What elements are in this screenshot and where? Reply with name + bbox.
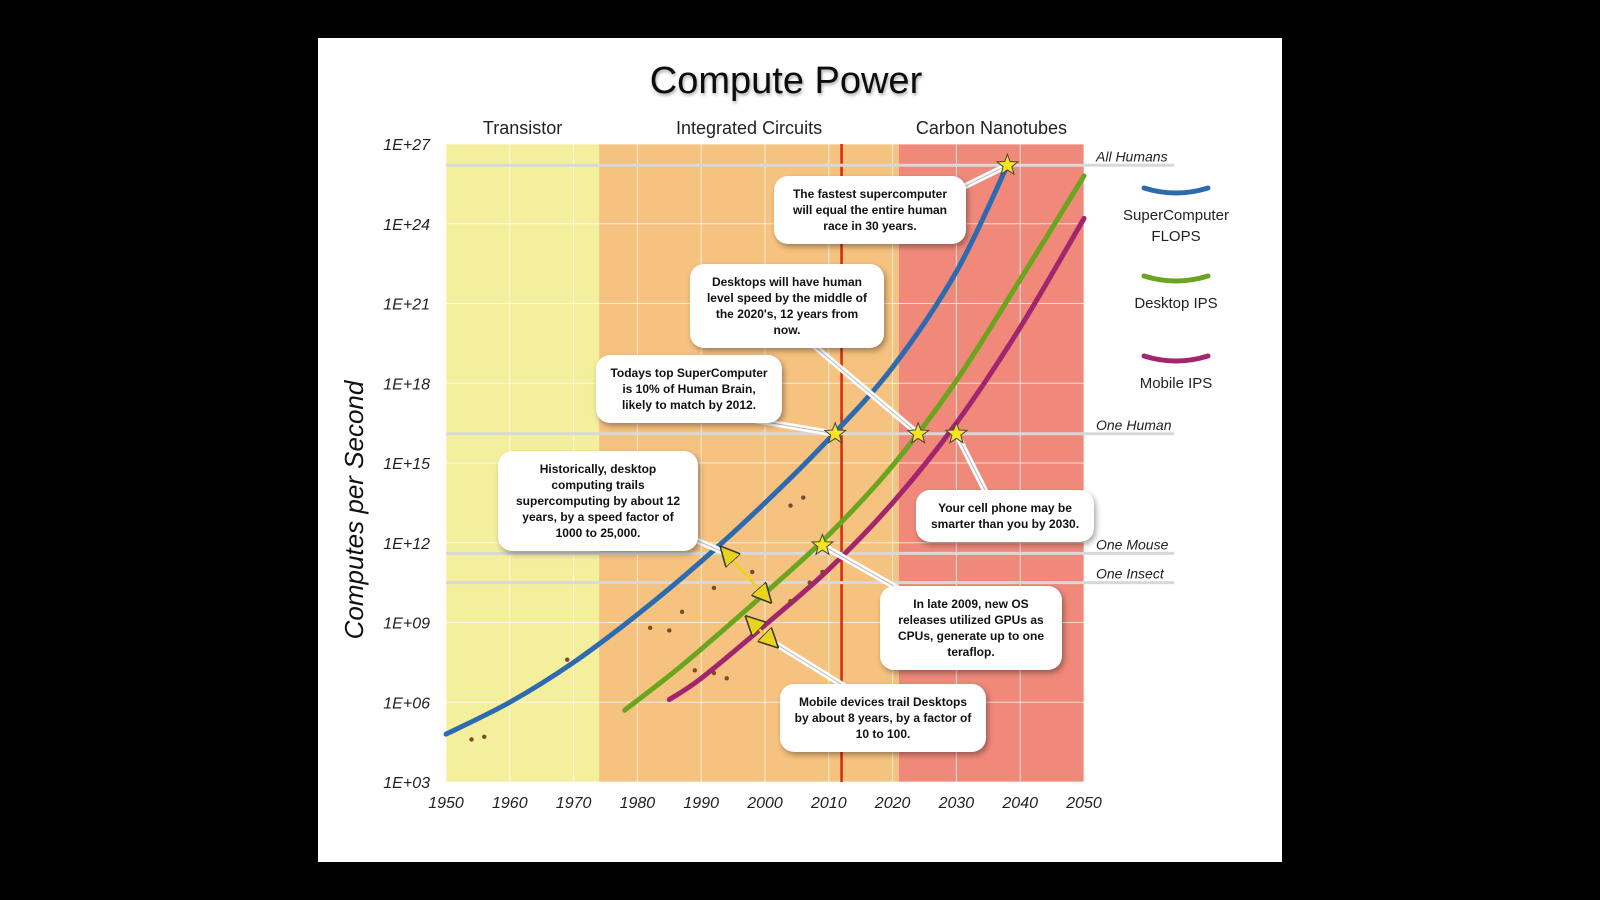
legend-swatch-1	[1141, 273, 1211, 284]
y-tick-label: 1E+03	[383, 775, 430, 792]
data-point-14	[807, 580, 812, 585]
data-point-7	[788, 503, 793, 508]
ref-label-all-humans: All Humans	[1095, 148, 1168, 164]
ref-label-one-insect: One Insect	[1096, 566, 1165, 582]
y-tick-label: 1E+27	[383, 137, 431, 154]
series-line-supercomputer-flops	[443, 162, 1010, 737]
milestone-star-icon	[823, 421, 847, 444]
data-point-12	[724, 676, 729, 681]
data-point-9	[647, 625, 653, 631]
callout-cellphone: Your cell phone may be smarter than you …	[916, 490, 1094, 542]
series-line-mobile-ips	[666, 215, 1087, 703]
era-label-0: Transistor	[483, 118, 562, 138]
y-tick-label: 1E+06	[383, 695, 430, 712]
data-point-11	[711, 670, 717, 676]
ref-label-one-human: One Human	[1096, 417, 1172, 433]
legend-swatch-2	[1141, 353, 1211, 364]
data-point-1	[482, 734, 487, 740]
gap-arrow-0	[727, 553, 765, 596]
y-tick-label: 1E+09	[383, 616, 430, 633]
data-point-8	[801, 495, 806, 500]
x-tick-label: 2040	[1001, 795, 1038, 812]
legend-label-0: FLOPS	[1151, 228, 1200, 245]
legend-label-1: Desktop IPS	[1134, 295, 1217, 312]
series-line-desktop-ips	[622, 173, 1087, 713]
callout-historically: Historically, desktop computing trails s…	[498, 451, 698, 551]
gap-arrow-1	[752, 623, 771, 642]
x-tick-label: 2020	[874, 795, 911, 812]
legend-swatch-0	[1141, 185, 1211, 196]
milestone-star-icon	[995, 152, 1020, 176]
data-point-10	[692, 668, 698, 673]
milestone-star-icon	[944, 421, 969, 444]
x-tick-label: 2030	[938, 795, 975, 812]
x-tick-label: 2010	[810, 795, 847, 812]
x-tick-label: 2000	[746, 795, 783, 812]
x-tick-label: 1990	[683, 795, 719, 812]
y-tick-label: 1E+24	[383, 217, 430, 234]
chart-title: Compute Power	[650, 60, 923, 102]
data-point-2	[565, 657, 570, 662]
x-tick-label: 1950	[428, 795, 464, 812]
data-point-5	[711, 585, 717, 591]
data-point-4	[679, 609, 685, 615]
data-point-15	[820, 569, 825, 575]
x-tick-label: 1960	[492, 795, 528, 812]
y-tick-label: 1E+15	[383, 456, 430, 473]
era-label-1: Integrated Circuits	[676, 118, 822, 138]
callout-desktops: Desktops will have human level speed by …	[690, 264, 884, 348]
era-label-2: Carbon Nanotubes	[916, 118, 1067, 138]
data-point-3	[667, 628, 672, 633]
data-point-0	[469, 737, 474, 742]
y-tick-label: 1E+18	[383, 376, 430, 393]
x-tick-label: 1980	[620, 795, 656, 812]
legend-label-2: Mobile IPS	[1140, 375, 1213, 392]
ref-label-one-mouse: One Mouse	[1096, 536, 1169, 552]
data-point-13	[788, 599, 793, 604]
y-tick-label: 1E+21	[383, 297, 430, 314]
milestone-star-icon	[810, 532, 835, 556]
callout-todays: Todays top SuperComputer is 10% of Human…	[596, 355, 782, 423]
callout-fastest: The fastest supercomputer will equal the…	[774, 176, 966, 244]
callout-late2009: In late 2009, new OS releases utilized G…	[880, 586, 1062, 670]
legend-label-0: SuperComputer	[1123, 207, 1229, 224]
y-tick-label: 1E+12	[383, 536, 430, 553]
x-tick-label: 1970	[556, 795, 592, 812]
milestone-star-icon	[906, 421, 930, 444]
slide: Transistor Integrated Circuits Carbon Nano…	[318, 38, 1282, 862]
data-point-6	[750, 569, 755, 575]
x-tick-label: 2050	[1065, 795, 1102, 812]
callout-mobile: Mobile devices trail Desktops by about 8…	[780, 684, 986, 752]
y-axis-label: Computes per Second	[339, 379, 369, 639]
